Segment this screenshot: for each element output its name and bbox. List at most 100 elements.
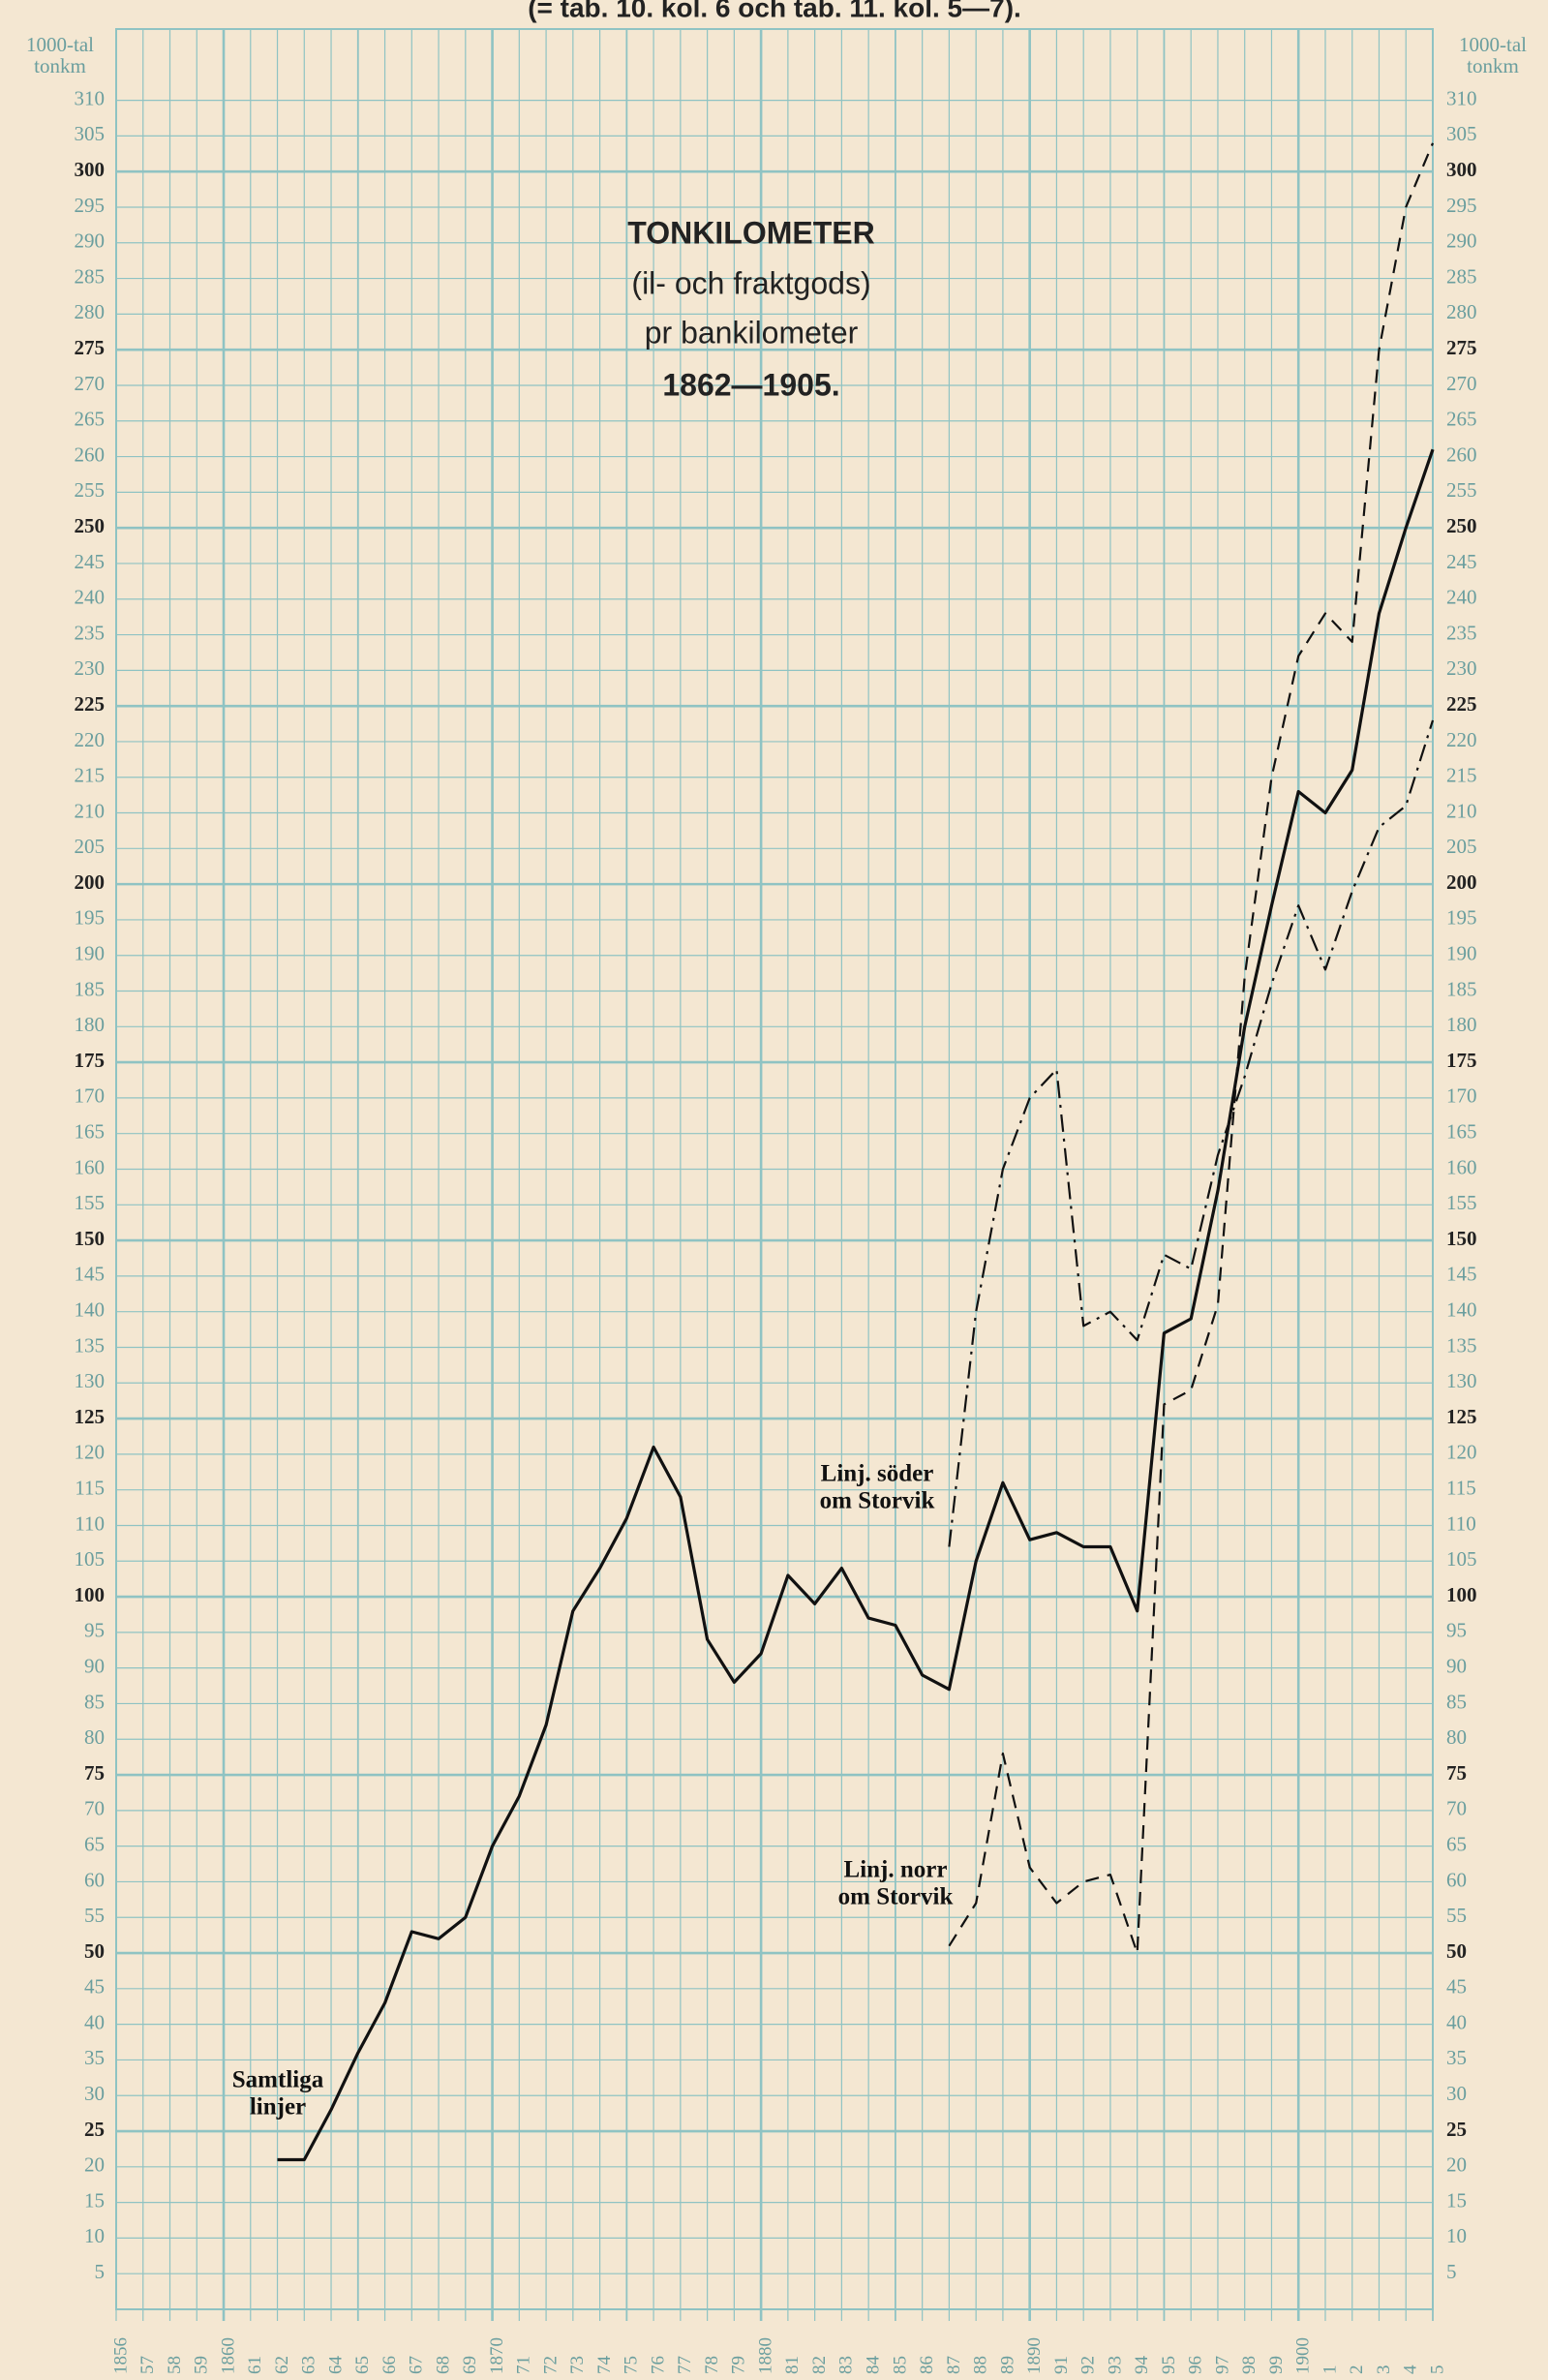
y-tick-label: 75 [1446, 1761, 1467, 1785]
x-tick-label: 86 [917, 2356, 937, 2374]
y-tick-label: 165 [75, 1120, 106, 1144]
y-tick-label: 145 [75, 1263, 106, 1286]
y-tick-label: 160 [1446, 1155, 1477, 1178]
y-tick-label: 145 [1446, 1263, 1477, 1286]
y-tick-label: 130 [1446, 1369, 1477, 1392]
x-tick-label: 88 [971, 2356, 991, 2374]
y-tick-label: 215 [1446, 764, 1477, 787]
caption: (= tab. 10. kol. 6 och tab. 11. kol. 5—7… [528, 0, 1021, 22]
y-tick-label: 25 [84, 2118, 105, 2141]
y-tick-label: 125 [1446, 1405, 1477, 1428]
x-tick-label: 95 [1159, 2356, 1179, 2374]
x-tick-label: 73 [567, 2356, 588, 2374]
y-tick-label: 230 [1446, 656, 1477, 680]
y-tick-label: 250 [1446, 514, 1477, 537]
y-tick-label: 55 [84, 1904, 105, 1927]
y-tick-label: 225 [1446, 692, 1477, 716]
y-tick-label: 120 [1446, 1441, 1477, 1464]
y-tick-label: 180 [75, 1013, 106, 1036]
y-tick-label: 150 [1446, 1227, 1477, 1250]
y-tick-label: 160 [75, 1155, 106, 1178]
y-tick-label: 105 [1446, 1547, 1477, 1571]
y-tick-label: 180 [1446, 1013, 1477, 1036]
y-tick-label: 235 [75, 621, 106, 644]
y-tick-label: 300 [1446, 158, 1477, 181]
x-tick-label: 5 [1427, 2365, 1447, 2375]
y-tick-label: 185 [75, 977, 106, 1000]
y-tick-label: 250 [75, 514, 106, 537]
y-tick-label: 210 [75, 799, 106, 822]
y-tick-label: 240 [1446, 586, 1477, 609]
x-tick-label: 59 [192, 2356, 212, 2374]
y-tick-label: 130 [75, 1369, 106, 1392]
y-tick-label: 240 [75, 586, 106, 609]
x-tick-label: 1880 [755, 2337, 775, 2374]
y-tick-label: 295 [75, 194, 106, 217]
x-tick-label: 64 [325, 2356, 346, 2375]
y-tick-label: 140 [1446, 1298, 1477, 1322]
annotation: Linj. norr [844, 1857, 948, 1883]
y-tick-label: 235 [1446, 621, 1477, 644]
y-tick-label: 295 [1446, 194, 1477, 217]
y-tick-label: 275 [75, 336, 106, 359]
y-axis-label: tonkm [34, 54, 86, 77]
x-tick-label: 91 [1051, 2356, 1072, 2374]
y-tick-label: 270 [75, 372, 106, 395]
x-tick-label: 1890 [1024, 2337, 1045, 2374]
y-tick-label: 20 [1446, 2153, 1467, 2177]
y-tick-label: 5 [1446, 2260, 1457, 2283]
y-tick-label: 185 [1446, 977, 1477, 1000]
y-tick-label: 260 [75, 442, 106, 466]
chart-title: pr bankilometer [645, 315, 859, 350]
x-tick-label: 83 [836, 2356, 857, 2374]
y-tick-label: 205 [1446, 835, 1477, 858]
y-tick-label: 15 [84, 2188, 105, 2212]
y-axis-label: 1000-tal [1459, 33, 1527, 56]
x-tick-label: 98 [1239, 2356, 1260, 2374]
y-tick-label: 25 [1446, 2118, 1467, 2141]
x-tick-label: 79 [729, 2356, 749, 2374]
y-tick-label: 150 [75, 1227, 106, 1250]
x-tick-label: 62 [272, 2356, 292, 2374]
series-line [948, 142, 1435, 1955]
y-tick-label: 80 [84, 1725, 105, 1749]
x-tick-label: 69 [460, 2356, 480, 2374]
y-tick-label: 35 [1446, 2046, 1467, 2069]
series-line [277, 448, 1435, 2162]
y-tick-label: 265 [1446, 408, 1477, 431]
y-tick-label: 200 [75, 870, 106, 894]
x-tick-label: 1 [1320, 2365, 1340, 2375]
y-tick-label: 120 [75, 1441, 106, 1464]
x-tick-label: 2 [1347, 2365, 1367, 2375]
y-tick-label: 260 [1446, 442, 1477, 466]
y-tick-label: 40 [1446, 2010, 1467, 2033]
y-tick-label: 215 [75, 764, 106, 787]
x-tick-label: 97 [1212, 2356, 1232, 2374]
y-tick-label: 155 [75, 1191, 106, 1214]
y-tick-label: 90 [1446, 1654, 1467, 1677]
x-tick-label: 58 [165, 2356, 185, 2374]
y-tick-label: 100 [1446, 1583, 1477, 1606]
y-tick-label: 110 [75, 1511, 105, 1535]
y-tick-label: 280 [75, 300, 106, 323]
x-tick-label: 85 [890, 2356, 910, 2374]
y-tick-label: 280 [1446, 300, 1477, 323]
y-tick-label: 165 [1446, 1120, 1477, 1144]
y-tick-label: 175 [75, 1049, 106, 1072]
y-tick-label: 255 [1446, 478, 1477, 502]
y-tick-label: 170 [1446, 1084, 1477, 1108]
x-tick-label: 3 [1374, 2365, 1394, 2375]
y-tick-label: 190 [75, 942, 106, 965]
x-tick-label: 68 [433, 2356, 453, 2374]
y-tick-label: 205 [75, 835, 106, 858]
y-tick-label: 170 [75, 1084, 106, 1108]
x-tick-label: 67 [407, 2356, 427, 2374]
y-tick-label: 105 [75, 1547, 106, 1571]
annotation: Linj. söder [821, 1461, 934, 1487]
y-tick-label: 210 [1446, 799, 1477, 822]
annotation: Samtliga [232, 2067, 324, 2093]
y-tick-label: 245 [1446, 550, 1477, 573]
y-tick-label: 50 [1446, 1939, 1467, 1963]
